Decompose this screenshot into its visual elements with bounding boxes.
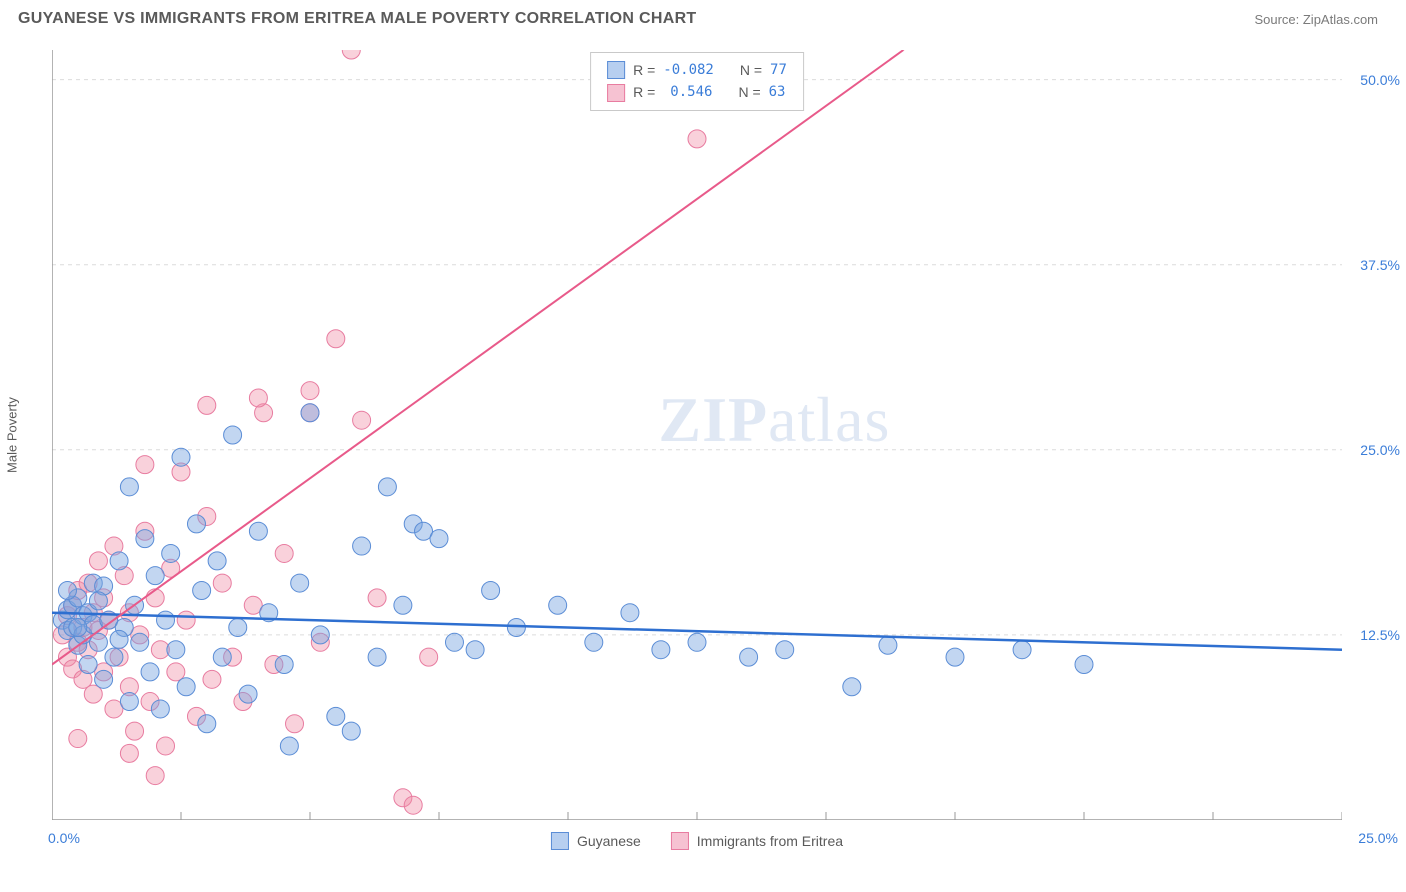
swatch-guyanese <box>607 61 625 79</box>
n-value-eritrea: 63 <box>769 81 786 103</box>
y-tick-label: 25.0% <box>1360 442 1400 458</box>
chart-title: GUYANESE VS IMMIGRANTS FROM ERITREA MALE… <box>18 10 697 28</box>
y-axis-label: Male Poverty <box>5 397 20 473</box>
x-axis-zero-label: 0.0% <box>48 830 80 846</box>
legend-item-guyanese: Guyanese <box>551 832 641 850</box>
series-legend: Guyanese Immigrants from Eritrea <box>551 832 843 850</box>
x-axis-max-label: 25.0% <box>1358 830 1398 846</box>
y-tick-label: 12.5% <box>1360 627 1400 643</box>
swatch-guyanese <box>551 832 569 850</box>
legend-row-guyanese: R = -0.082 N = 77 <box>607 59 787 81</box>
source-attribution: Source: ZipAtlas.com <box>1254 12 1378 27</box>
plot-area <box>52 50 1342 820</box>
swatch-eritrea <box>607 84 625 102</box>
y-tick-label: 50.0% <box>1360 72 1400 88</box>
chart-header: GUYANESE VS IMMIGRANTS FROM ERITREA MALE… <box>0 0 1406 36</box>
legend-item-eritrea: Immigrants from Eritrea <box>671 832 843 850</box>
y-tick-label: 37.5% <box>1360 257 1400 273</box>
legend-row-eritrea: R = 0.546 N = 63 <box>607 81 787 103</box>
correlation-legend: R = -0.082 N = 77 R = 0.546 N = 63 <box>590 52 804 111</box>
legend-label: Guyanese <box>577 833 641 849</box>
r-value-guyanese: -0.082 <box>663 59 714 81</box>
r-value-eritrea: 0.546 <box>663 81 712 103</box>
n-value-guyanese: 77 <box>770 59 787 81</box>
swatch-eritrea <box>671 832 689 850</box>
scatter-chart: Male Poverty ZIPatlas R = -0.082 N = 77 … <box>52 50 1342 820</box>
legend-label: Immigrants from Eritrea <box>697 833 843 849</box>
